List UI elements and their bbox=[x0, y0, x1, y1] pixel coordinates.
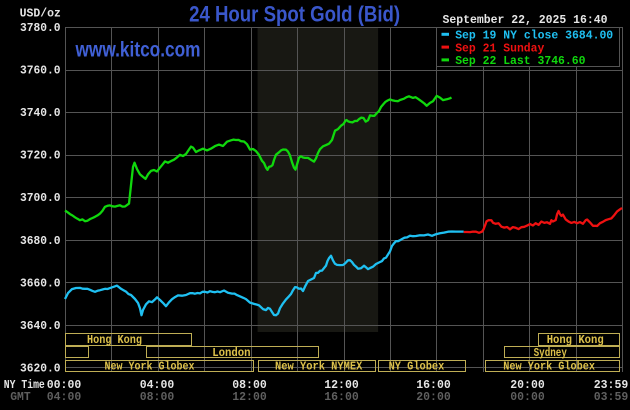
svg-text:Sep 19 NY close 3684.00: Sep 19 NY close 3684.00 bbox=[455, 30, 613, 43]
svg-text:3660.0: 3660.0 bbox=[20, 277, 61, 290]
svg-text:03:59: 03:59 bbox=[594, 390, 629, 404]
svg-text:New York NYMEX: New York NYMEX bbox=[275, 361, 362, 374]
svg-text:London: London bbox=[212, 347, 250, 360]
svg-text:20:00: 20:00 bbox=[510, 378, 545, 392]
svg-text:3680.0: 3680.0 bbox=[20, 235, 61, 248]
svg-text:NY Time: NY Time bbox=[4, 379, 45, 392]
svg-text:Hong Kong: Hong Kong bbox=[87, 334, 142, 347]
svg-text:24 Hour Spot Gold (Bid): 24 Hour Spot Gold (Bid) bbox=[189, 1, 400, 26]
svg-text:23:59: 23:59 bbox=[594, 378, 629, 392]
svg-text:3780.0: 3780.0 bbox=[20, 22, 61, 35]
svg-text:00:00: 00:00 bbox=[47, 378, 82, 392]
svg-text:USD/oz: USD/oz bbox=[20, 8, 61, 21]
svg-text:00:00: 00:00 bbox=[510, 390, 545, 404]
svg-text:GMT: GMT bbox=[10, 391, 31, 404]
svg-text:16:00: 16:00 bbox=[416, 378, 451, 392]
svg-text:20:00: 20:00 bbox=[416, 390, 451, 404]
svg-text:Sep 22 Last 3746.60: Sep 22 Last 3746.60 bbox=[455, 55, 585, 68]
svg-text:3700.0: 3700.0 bbox=[20, 192, 61, 205]
svg-text:04:00: 04:00 bbox=[47, 390, 82, 404]
svg-text:12:00: 12:00 bbox=[232, 390, 267, 404]
svg-text:3740.0: 3740.0 bbox=[20, 107, 61, 120]
svg-text:12:00: 12:00 bbox=[324, 378, 359, 392]
svg-text:www.kitco.com: www.kitco.com bbox=[75, 39, 201, 62]
svg-text:NY Globex: NY Globex bbox=[389, 361, 445, 374]
svg-text:08:00: 08:00 bbox=[232, 378, 267, 392]
svg-text:04:00: 04:00 bbox=[140, 378, 175, 392]
svg-text:3620.0: 3620.0 bbox=[20, 362, 61, 375]
svg-text:16:00: 16:00 bbox=[324, 390, 359, 404]
svg-text:Hong Kong: Hong Kong bbox=[547, 334, 604, 347]
svg-text:Sep 21 Sunday: Sep 21 Sunday bbox=[455, 42, 544, 55]
svg-text:3640.0: 3640.0 bbox=[20, 320, 61, 333]
svg-text:3720.0: 3720.0 bbox=[20, 150, 61, 163]
svg-text:September 22, 2025 16:40: September 22, 2025 16:40 bbox=[443, 14, 608, 27]
svg-text:08:00: 08:00 bbox=[140, 390, 175, 404]
svg-text:New York Globex: New York Globex bbox=[105, 361, 195, 374]
svg-text:3760.0: 3760.0 bbox=[20, 65, 61, 78]
svg-text:New York Globex: New York Globex bbox=[503, 361, 595, 374]
svg-text:Sydney: Sydney bbox=[534, 347, 567, 360]
